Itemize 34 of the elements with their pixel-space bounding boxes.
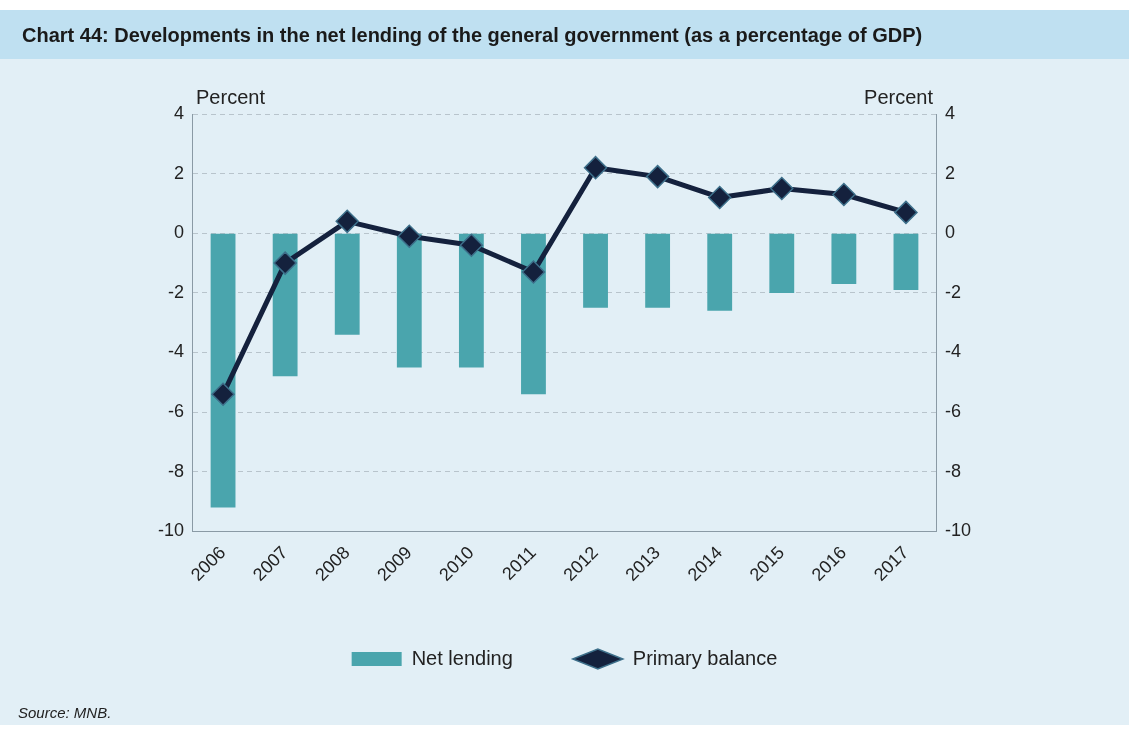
point [459,233,484,257]
point [273,251,297,275]
point [832,182,856,207]
y-tick-label: -4 [168,341,185,362]
point [645,164,670,189]
point [211,382,235,407]
y-tick-label: -6 [168,401,185,422]
y2-tick-label: 4 [944,102,955,123]
y2-tick-label: -10 [944,520,971,541]
y-axis-title: Percent [196,85,266,108]
y-tick-label: -2 [168,281,185,302]
chart-title: Chart 44: Developments in the net lending of the general government (as a percentage of GDP) [0,10,1129,59]
point [707,185,732,210]
y-tick-label: 4 [174,102,185,123]
y2-tick-label: 2 [944,162,955,183]
y2-tick-label: 0 [944,222,955,243]
point [770,176,794,201]
source-note: Source: MNB. [18,704,112,721]
y-tick-label: 2 [174,162,185,183]
legend-label: Net lending [411,646,513,669]
y-tick-label: 0 [174,222,185,243]
y2-tick-label: -4 [944,341,961,362]
y2-tick-label: -8 [944,460,961,481]
point [583,155,608,180]
y-tick-label: -10 [158,520,185,541]
point [335,209,359,234]
y2-tick-label: -2 [944,281,961,302]
legend-label: Primary balance [632,646,778,669]
y2-axis-title: Percent [864,85,934,108]
y2-tick-label: -6 [944,401,961,422]
point [894,200,918,225]
y-tick-label: -8 [168,460,185,481]
point [521,260,546,284]
point [397,224,422,248]
